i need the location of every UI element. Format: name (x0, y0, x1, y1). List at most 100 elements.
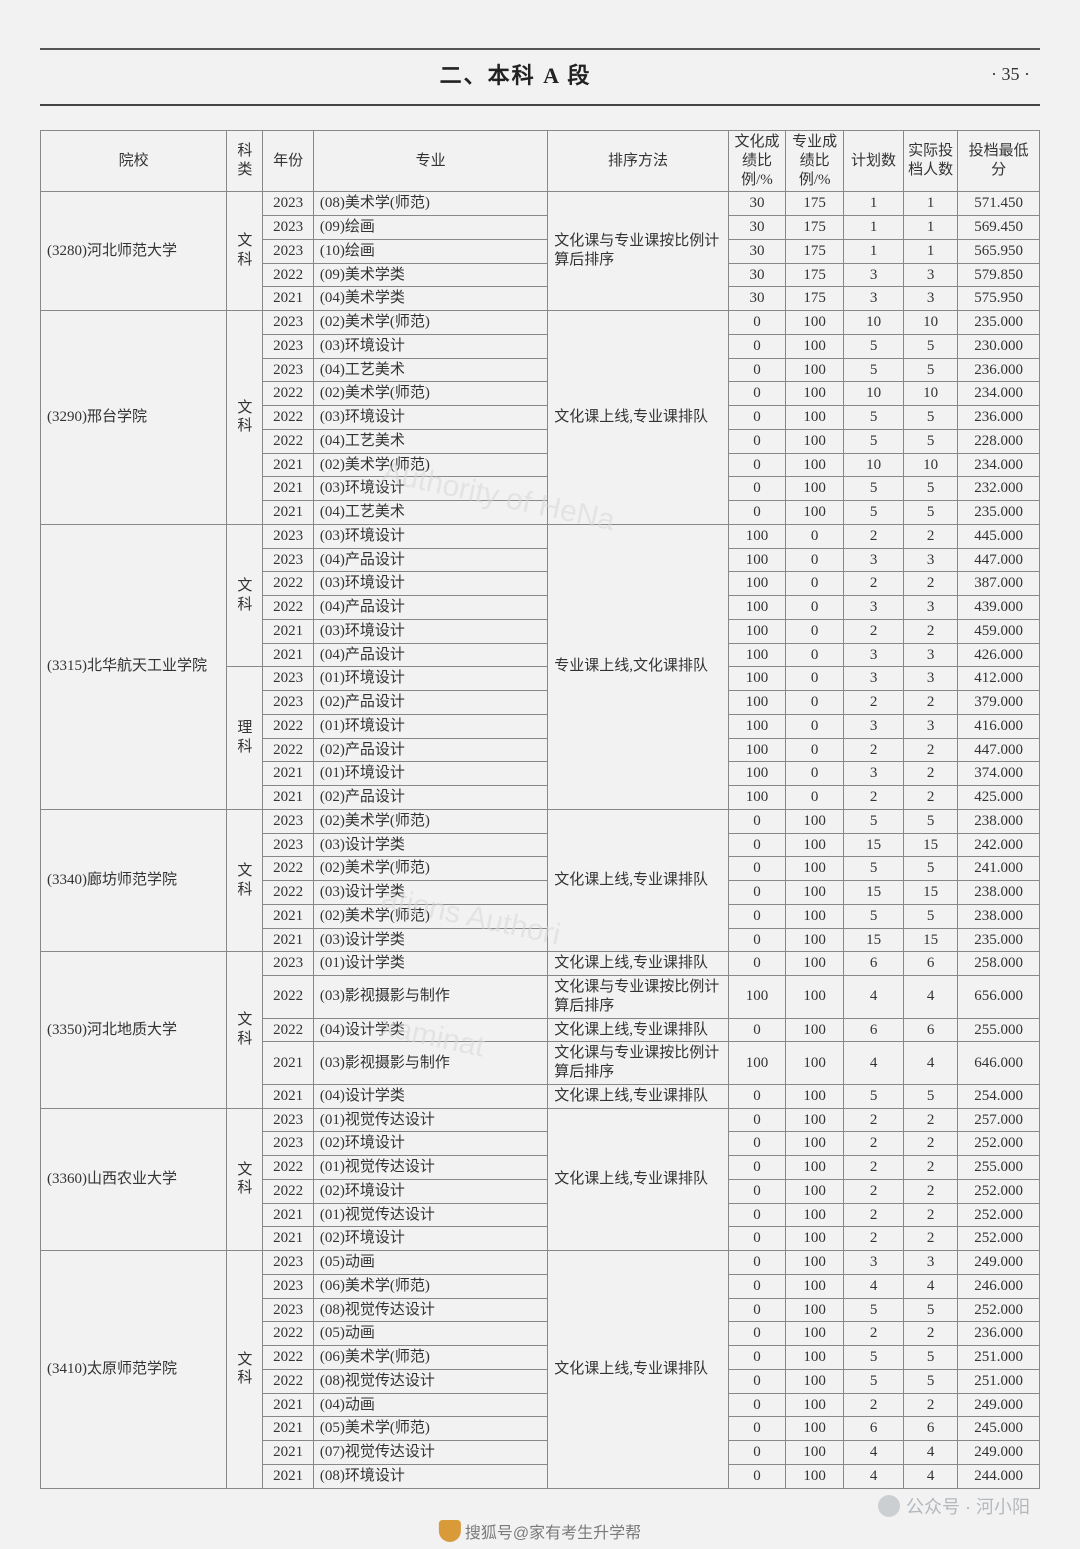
cell-culture: 0 (728, 382, 786, 406)
cell-culture: 0 (728, 1417, 786, 1441)
cell-prof: 100 (786, 1156, 844, 1180)
cell-plan: 3 (844, 287, 904, 311)
cell-major: (04)设计学类 (313, 1018, 547, 1042)
cell-plan: 5 (844, 501, 904, 525)
cell-actual: 5 (904, 1346, 958, 1370)
cell-prof: 100 (786, 809, 844, 833)
cell-plan: 5 (844, 477, 904, 501)
cell-sort: 文化课上线,专业课排队 (548, 952, 728, 976)
cell-sort: 文化课上线,专业课排队 (548, 311, 728, 525)
cell-plan: 3 (844, 643, 904, 667)
cell-culture: 0 (728, 881, 786, 905)
cell-prof: 0 (786, 762, 844, 786)
cell-sort: 文化课与专业课按比例计算后排序 (548, 976, 728, 1019)
cell-plan: 2 (844, 1227, 904, 1251)
cell-plan: 5 (844, 1084, 904, 1108)
hdr-major: 专业 (313, 131, 547, 192)
cell-actual: 10 (904, 311, 958, 335)
cell-plan: 6 (844, 952, 904, 976)
cell-year: 2021 (263, 1441, 313, 1465)
cell-year: 2021 (263, 501, 313, 525)
table-header-row: 院校 科类 年份 专业 排序方法 文化成绩比例/% 专业成绩比例/% 计划数 实… (41, 131, 1040, 192)
cell-prof: 0 (786, 738, 844, 762)
cell-score: 255.000 (958, 1156, 1040, 1180)
cell-major: (04)产品设计 (313, 643, 547, 667)
cell-year: 2022 (263, 596, 313, 620)
cell-culture: 100 (728, 548, 786, 572)
cell-actual: 1 (904, 239, 958, 263)
cell-actual: 6 (904, 1018, 958, 1042)
cell-plan: 4 (844, 1274, 904, 1298)
cell-culture: 30 (728, 216, 786, 240)
cell-major: (02)产品设计 (313, 738, 547, 762)
cell-prof: 100 (786, 952, 844, 976)
cell-plan: 5 (844, 334, 904, 358)
cell-prof: 100 (786, 453, 844, 477)
cell-plan: 10 (844, 311, 904, 335)
cell-culture: 30 (728, 192, 786, 216)
cell-major: (02)美术学(师范) (313, 382, 547, 406)
cell-culture: 0 (728, 1018, 786, 1042)
cell-culture: 100 (728, 643, 786, 667)
cell-score: 258.000 (958, 952, 1040, 976)
cell-culture: 0 (728, 1369, 786, 1393)
cell-major: (08)美术学(师范) (313, 192, 547, 216)
cell-major: (08)视觉传达设计 (313, 1298, 547, 1322)
cell-prof: 100 (786, 501, 844, 525)
table-row: (3410)太原师范学院文科2023(05)动画文化课上线,专业课排队01003… (41, 1251, 1040, 1275)
cell-actual: 4 (904, 976, 958, 1019)
cell-score: 575.950 (958, 287, 1040, 311)
cell-plan: 2 (844, 1156, 904, 1180)
cell-score: 251.000 (958, 1346, 1040, 1370)
cell-culture: 0 (728, 334, 786, 358)
cell-major: (02)环境设计 (313, 1179, 547, 1203)
cell-year: 2022 (263, 1179, 313, 1203)
cell-actual: 4 (904, 1274, 958, 1298)
cell-major: (10)绘画 (313, 239, 547, 263)
cell-prof: 100 (786, 857, 844, 881)
cell-year: 2023 (263, 1251, 313, 1275)
cell-year: 2022 (263, 382, 313, 406)
cell-major: (02)美术学(师范) (313, 809, 547, 833)
cell-score: 252.000 (958, 1132, 1040, 1156)
cell-score: 238.000 (958, 881, 1040, 905)
cell-prof: 0 (786, 786, 844, 810)
cell-year: 2022 (263, 881, 313, 905)
cell-culture: 0 (728, 477, 786, 501)
cell-score: 232.000 (958, 477, 1040, 501)
cell-sort: 文化课上线,专业课排队 (548, 809, 728, 952)
cell-plan: 10 (844, 382, 904, 406)
cell-culture: 0 (728, 952, 786, 976)
cell-prof: 100 (786, 976, 844, 1019)
cell-culture: 100 (728, 619, 786, 643)
cell-culture: 0 (728, 1156, 786, 1180)
cell-culture: 0 (728, 358, 786, 382)
cell-year: 2021 (263, 786, 313, 810)
cell-year: 2021 (263, 453, 313, 477)
cell-year: 2022 (263, 857, 313, 881)
cell-actual: 5 (904, 406, 958, 430)
cell-prof: 0 (786, 643, 844, 667)
cell-actual: 2 (904, 738, 958, 762)
cell-plan: 2 (844, 572, 904, 596)
cell-major: (08)环境设计 (313, 1464, 547, 1488)
cell-actual: 15 (904, 833, 958, 857)
hdr-plan: 计划数 (844, 131, 904, 192)
cell-major: (02)产品设计 (313, 691, 547, 715)
cell-actual: 3 (904, 643, 958, 667)
cell-subject: 文科 (227, 1108, 263, 1251)
cell-score: 249.000 (958, 1393, 1040, 1417)
cell-plan: 3 (844, 1251, 904, 1275)
cell-year: 2022 (263, 263, 313, 287)
cell-plan: 2 (844, 1132, 904, 1156)
cell-actual: 10 (904, 382, 958, 406)
cell-major: (04)工艺美术 (313, 358, 547, 382)
cell-actual: 6 (904, 952, 958, 976)
cell-culture: 100 (728, 596, 786, 620)
cell-actual: 2 (904, 1393, 958, 1417)
cell-prof: 100 (786, 334, 844, 358)
cell-major: (01)环境设计 (313, 667, 547, 691)
cell-prof: 175 (786, 192, 844, 216)
cell-major: (04)产品设计 (313, 596, 547, 620)
cell-major: (04)工艺美术 (313, 429, 547, 453)
